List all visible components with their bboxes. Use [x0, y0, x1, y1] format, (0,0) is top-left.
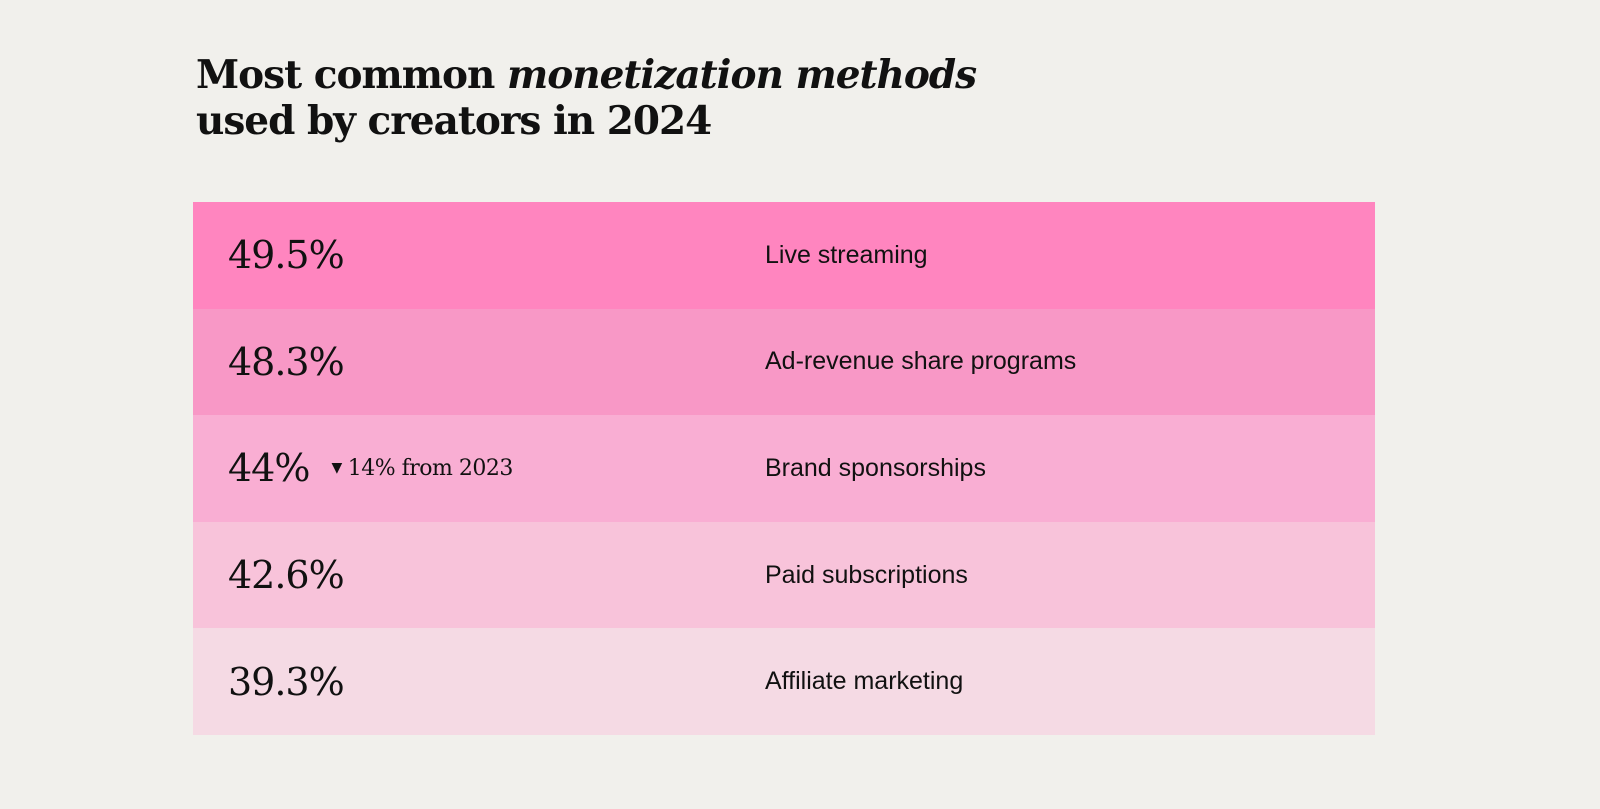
table-row: 49.5% Live streaming: [193, 202, 1375, 309]
row-value: 42.6%: [228, 553, 345, 598]
row-label: Live streaming: [765, 240, 928, 269]
row-value: 44%: [228, 446, 310, 491]
stats-table: 49.5% Live streaming 48.3% Ad-revenue sh…: [193, 202, 1375, 735]
row-label: Affiliate marketing: [765, 667, 964, 696]
row-value-group: 44% ▼ 14% from 2023: [228, 446, 513, 490]
row-value: 48.3%: [228, 339, 345, 384]
title-italic: monetization methods: [506, 52, 977, 98]
title-part2: used by creators in 2024: [196, 98, 712, 144]
row-value: 49.5%: [228, 233, 345, 278]
chart-title: Most common monetization methods used by …: [196, 52, 977, 144]
change-note: ▼ 14% from 2023: [331, 455, 514, 481]
table-row: 48.3% Ad-revenue share programs: [193, 308, 1375, 416]
table-row: 39.3% Affiliate marketing: [193, 628, 1375, 735]
title-part1: Most common: [196, 52, 507, 98]
table-row: 44% ▼ 14% from 2023 Brand sponsorships: [193, 415, 1375, 522]
row-label: Ad-revenue share programs: [765, 347, 1077, 376]
row-label: Paid subscriptions: [765, 560, 968, 589]
row-label: Brand sponsorships: [765, 453, 986, 482]
row-value: 39.3%: [228, 659, 345, 704]
change-note-text: 14% from 2023: [347, 455, 514, 481]
table-row: 42.6% Paid subscriptions: [193, 521, 1375, 629]
triangle-down-icon: ▼: [331, 460, 342, 477]
